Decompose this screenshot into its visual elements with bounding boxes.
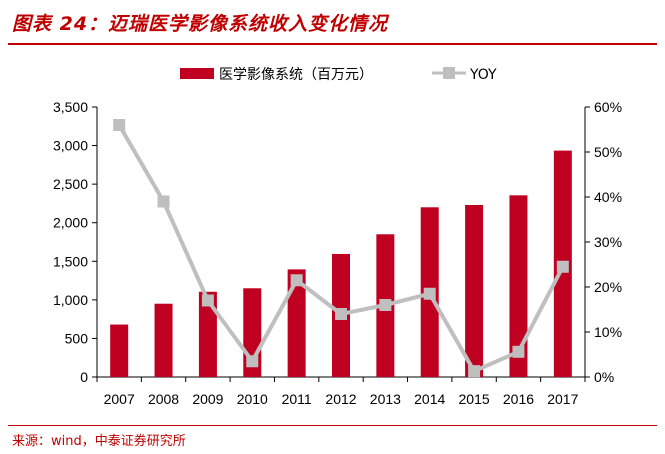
yoy-point-2011 [290, 274, 303, 287]
legend-line-marker [443, 67, 455, 79]
x-tick-label: 2015 [459, 391, 490, 407]
yoy-point-2008 [157, 195, 170, 208]
left-tick-label: 1,000 [53, 292, 88, 308]
bar-2007 [110, 324, 129, 377]
x-tick-label: 2008 [148, 391, 179, 407]
left-tick-label: 500 [65, 330, 89, 346]
x-tick-label: 2014 [414, 391, 445, 407]
title-rule [8, 43, 657, 45]
bar-2008 [154, 303, 173, 377]
yoy-point-2010 [246, 355, 259, 368]
right-tick-label: 20% [594, 279, 622, 295]
bar-series [110, 150, 572, 377]
chart-legend: 医学影像系统（百万元） YOY [180, 67, 497, 83]
bar-2009 [198, 291, 217, 377]
bar-2011 [287, 269, 306, 377]
line-series [113, 119, 569, 378]
x-tick-label: 2013 [370, 391, 401, 407]
yoy-point-2015 [468, 365, 481, 378]
left-tick-label: 3,500 [53, 99, 88, 115]
tick-labels: 0 500 1,000 1,500 2,000 2,500 3,000 3,500 0% 10% 2… [53, 99, 622, 407]
yoy-point-2012 [335, 308, 347, 320]
left-tick-label: 2,500 [53, 176, 88, 192]
legend-line-label: YOY [469, 67, 497, 83]
right-tick-label: 10% [594, 324, 622, 340]
yoy-point-2013 [379, 299, 392, 311]
x-tick-label: 2012 [325, 391, 356, 407]
yoy-point-2009 [201, 294, 214, 307]
yoy-point-2014 [423, 287, 436, 300]
source-note: 来源：wind，中泰证券研究所 [12, 434, 186, 449]
x-tick-label: 2010 [237, 391, 268, 407]
yoy-point-2017 [556, 260, 569, 273]
figure-title: 图表 24：迈瑞医学影像系统收入变化情况 [12, 13, 389, 35]
bar-2016 [509, 195, 528, 377]
right-tick-label: 50% [594, 144, 622, 160]
x-tick-label: 2007 [104, 391, 135, 407]
yoy-point-2007 [113, 119, 126, 131]
right-tick-label: 30% [594, 234, 622, 250]
x-tick-label: 2016 [503, 391, 534, 407]
footer-rule [8, 425, 657, 426]
legend-bar-label: 医学影像系统（百万元） [219, 67, 373, 83]
left-tick-label: 1,500 [53, 253, 88, 269]
x-tick-label: 2017 [547, 391, 578, 407]
left-tick-label: 0 [80, 369, 88, 385]
right-tick-label: 0% [594, 369, 614, 385]
x-tick-label: 2009 [192, 391, 223, 407]
right-tick-label: 60% [594, 99, 622, 115]
left-tick-label: 2,000 [53, 215, 88, 231]
legend-bar-swatch [180, 68, 214, 79]
right-tick-label: 40% [594, 189, 622, 205]
left-tick-label: 3,000 [53, 138, 88, 154]
yoy-point-2016 [512, 345, 525, 358]
bar-2015 [465, 204, 484, 377]
x-tick-label: 2011 [282, 391, 312, 407]
